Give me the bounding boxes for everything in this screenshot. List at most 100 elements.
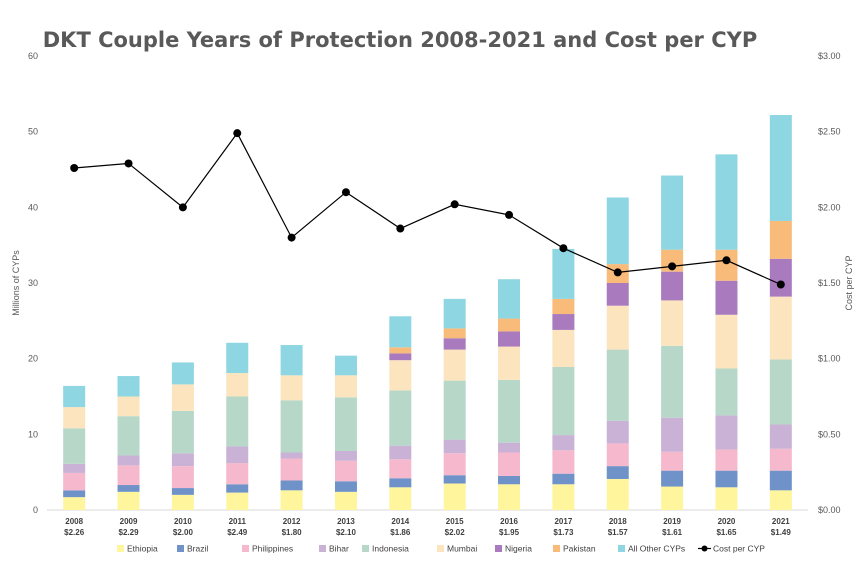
x-cost-label: $1.86 — [390, 528, 411, 537]
bar-segment-ethiopia — [606, 478, 629, 510]
bar-segment-nigeria — [769, 258, 792, 297]
bar-segment-brazil — [769, 470, 792, 491]
x-tick-label: 2021 — [772, 517, 790, 526]
y2-tick-label: $0.00 — [818, 505, 841, 515]
cost-point — [722, 256, 731, 265]
bar-segment-bihar — [226, 446, 249, 464]
bar-segment-brazil — [171, 488, 194, 495]
x-cost-label: $2.29 — [119, 528, 140, 537]
bar-segment-all-other-cyps — [117, 376, 140, 397]
bar-segment-indonesia — [498, 379, 521, 443]
bars — [63, 115, 792, 510]
bar-segment-bihar — [280, 452, 303, 459]
bar-segment-all-other-cyps — [552, 248, 575, 299]
bar-segment-philippines — [389, 459, 412, 479]
bar-segment-all-other-cyps — [443, 298, 466, 329]
bar-segment-mumbai — [389, 360, 412, 391]
bar-segment-indonesia — [715, 368, 738, 416]
bar-segment-ethiopia — [661, 486, 684, 510]
bar-segment-philippines — [661, 451, 684, 471]
x-tick-label: 2013 — [337, 517, 355, 526]
bar-segment-nigeria — [715, 280, 738, 315]
bar-segment-brazil — [552, 473, 575, 485]
bar-segment-brazil — [226, 484, 249, 493]
bar-segment-mumbai — [226, 373, 249, 397]
cost-point — [70, 163, 79, 172]
bar-segment-philippines — [280, 458, 303, 481]
x-tick-label: 2020 — [718, 517, 736, 526]
cost-point — [505, 210, 514, 219]
bar-segment-nigeria — [606, 283, 629, 306]
bar-segment-philippines — [552, 450, 575, 474]
legend-label: Philippines — [252, 544, 293, 554]
y-axis-ticks: 0 10 20 30 40 50 60 — [28, 51, 38, 515]
bar-segment-indonesia — [63, 428, 86, 464]
bar-segment-all-other-cyps — [226, 342, 249, 374]
bar-segment-bihar — [606, 420, 629, 444]
y2-tick-label: $2.50 — [818, 127, 841, 137]
bar-segment-all-other-cyps — [715, 154, 738, 250]
bar-segment-indonesia — [443, 380, 466, 440]
bar-segment-mumbai — [715, 314, 738, 369]
cost-point — [559, 244, 568, 253]
y2-tick-label: $1.50 — [818, 278, 841, 288]
bar-segment-indonesia — [171, 410, 194, 454]
x-tick-label: 2010 — [174, 517, 192, 526]
chart-title: DKT Couple Years of Protection 2008-2021… — [43, 28, 758, 52]
bar-segment-brazil — [661, 470, 684, 487]
bar-segment-bihar — [552, 435, 575, 451]
cost-line — [74, 132, 782, 286]
bar-segment-mumbai — [552, 329, 575, 367]
bar-segment-philippines — [715, 449, 738, 471]
x-tick-label: 2016 — [500, 517, 518, 526]
bar-segment-all-other-cyps — [334, 355, 357, 376]
bar-segment-pakistan — [715, 249, 738, 281]
bar-segment-all-other-cyps — [498, 279, 521, 319]
bar-segment-bihar — [769, 424, 792, 449]
bar-segment-philippines — [443, 453, 466, 476]
bar-segment-mumbai — [334, 375, 357, 398]
x-tick-label: 2019 — [663, 517, 681, 526]
bar-segment-philippines — [63, 472, 86, 491]
bar-segment-mumbai — [280, 375, 303, 401]
bar-segment-all-other-cyps — [661, 175, 684, 250]
bar-segment-philippines — [334, 460, 357, 482]
bar-segment-philippines — [226, 463, 249, 485]
bar-segment-mumbai — [443, 349, 466, 381]
y2-tick-label: $2.00 — [818, 202, 841, 212]
legend-label: Bihar — [329, 544, 349, 554]
bar-segment-ethiopia — [334, 491, 357, 510]
bar-segment-nigeria — [552, 314, 575, 330]
x-tick-label: 2018 — [609, 517, 627, 526]
bar-segment-ethiopia — [117, 491, 140, 510]
bar-segment-indonesia — [606, 349, 629, 421]
bar-segment-bihar — [334, 450, 357, 461]
x-tick-label: 2012 — [283, 517, 301, 526]
bar-segment-brazil — [280, 480, 303, 491]
bar-segment-indonesia — [280, 400, 303, 453]
bar-segment-bihar — [117, 455, 140, 466]
legend-label: Ethiopia — [127, 544, 158, 554]
x-cost-label: $1.65 — [716, 528, 737, 537]
x-tick-label: 2011 — [229, 517, 247, 526]
bar-segment-all-other-cyps — [280, 345, 303, 376]
x-cost-label: $2.02 — [445, 528, 466, 537]
legend-swatch — [495, 545, 502, 552]
x-cost-label: $2.10 — [336, 528, 357, 537]
bar-segment-philippines — [171, 466, 194, 489]
x-tick-label: 2017 — [554, 517, 572, 526]
bar-segment-mumbai — [661, 300, 684, 346]
bar-segment-brazil — [389, 478, 412, 488]
legend-label: Mumbai — [447, 544, 477, 554]
bar-segment-philippines — [769, 448, 792, 471]
bar-segment-indonesia — [117, 416, 140, 456]
x-tick-label: 2014 — [391, 517, 409, 526]
bar-segment-brazil — [117, 485, 140, 492]
bar-segment-nigeria — [661, 271, 684, 301]
bar-segment-mumbai — [498, 346, 521, 380]
bar-segment-all-other-cyps — [171, 362, 194, 385]
bar-segment-ethiopia — [715, 487, 738, 510]
cost-point — [178, 203, 187, 212]
bar-segment-bihar — [498, 442, 521, 453]
